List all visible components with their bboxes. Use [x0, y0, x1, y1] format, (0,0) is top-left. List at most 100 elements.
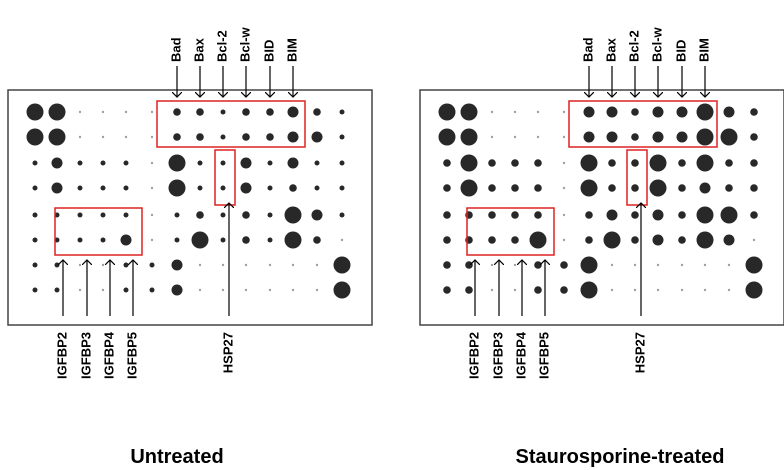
spot [530, 232, 547, 249]
spot [316, 264, 318, 266]
spot [242, 108, 250, 116]
spot [101, 161, 106, 166]
spot [461, 129, 478, 146]
spot [534, 211, 542, 219]
spot [704, 289, 706, 291]
spot [121, 235, 132, 246]
spot [79, 111, 81, 113]
protein-label: Bcl-2 [214, 30, 229, 62]
spot [534, 184, 542, 192]
spot [631, 236, 639, 244]
spot [102, 111, 104, 113]
spot [491, 111, 493, 113]
spot [634, 289, 636, 291]
protein-label: Bcl-w [237, 26, 252, 62]
spot [315, 161, 320, 166]
spot [221, 110, 226, 115]
spot [221, 213, 226, 218]
spot [196, 211, 204, 219]
spot [488, 184, 496, 192]
spot [511, 184, 519, 192]
spot [292, 289, 294, 291]
spot [581, 155, 598, 172]
spot [221, 161, 226, 166]
spot [241, 158, 252, 169]
spot [192, 232, 209, 249]
spot [315, 186, 320, 191]
spot [511, 236, 519, 244]
spot [584, 132, 595, 143]
spot [443, 184, 451, 192]
spot [33, 263, 38, 268]
spot [585, 236, 593, 244]
spot [611, 289, 613, 291]
spot [607, 132, 618, 143]
spot [172, 260, 183, 271]
spot [650, 155, 667, 172]
protein-label: IGFBP2 [466, 332, 481, 379]
spot [581, 282, 598, 299]
spot [750, 211, 758, 219]
spot [102, 264, 104, 266]
spot [292, 264, 294, 266]
spot [514, 289, 516, 291]
spot [124, 161, 129, 166]
spot [340, 186, 345, 191]
spot [221, 186, 226, 191]
spot [245, 289, 247, 291]
spot [488, 236, 496, 244]
spot [33, 213, 38, 218]
spot [511, 159, 519, 167]
spot [534, 261, 542, 269]
spot [604, 232, 621, 249]
spot [563, 136, 565, 138]
spot [242, 211, 250, 219]
spot [697, 207, 714, 224]
spot [491, 289, 493, 291]
spot [488, 211, 496, 219]
spot [151, 162, 153, 164]
spot [196, 133, 204, 141]
spot [79, 289, 81, 291]
spot [101, 186, 106, 191]
spot [151, 214, 153, 216]
spot [631, 159, 639, 167]
spot [443, 286, 451, 294]
spot [634, 264, 636, 266]
spot [563, 214, 565, 216]
protein-label: IGFBP5 [124, 332, 139, 379]
spot [222, 289, 224, 291]
spot [340, 135, 345, 140]
spot [697, 232, 714, 249]
spot [753, 239, 755, 241]
spot [585, 211, 593, 219]
spot [443, 211, 451, 219]
spot [151, 187, 153, 189]
spot [173, 108, 181, 116]
spot [650, 180, 667, 197]
spot [724, 107, 735, 118]
spot [678, 236, 686, 244]
spot [285, 207, 302, 224]
spot [537, 111, 539, 113]
spot [653, 210, 664, 221]
spot [268, 213, 273, 218]
spot [125, 136, 127, 138]
spot [631, 108, 639, 116]
spot [242, 236, 250, 244]
spot [316, 289, 318, 291]
spot [268, 161, 273, 166]
spot [222, 264, 224, 266]
protein-label: Bad [168, 37, 183, 62]
spot [725, 184, 733, 192]
spot [611, 264, 613, 266]
spot [151, 111, 153, 113]
spot [125, 111, 127, 113]
spot [511, 211, 519, 219]
spot [288, 132, 299, 143]
protein-label: HSP27 [220, 332, 235, 373]
spot [631, 184, 639, 192]
spot [465, 261, 473, 269]
spot [288, 107, 299, 118]
spot [678, 211, 686, 219]
